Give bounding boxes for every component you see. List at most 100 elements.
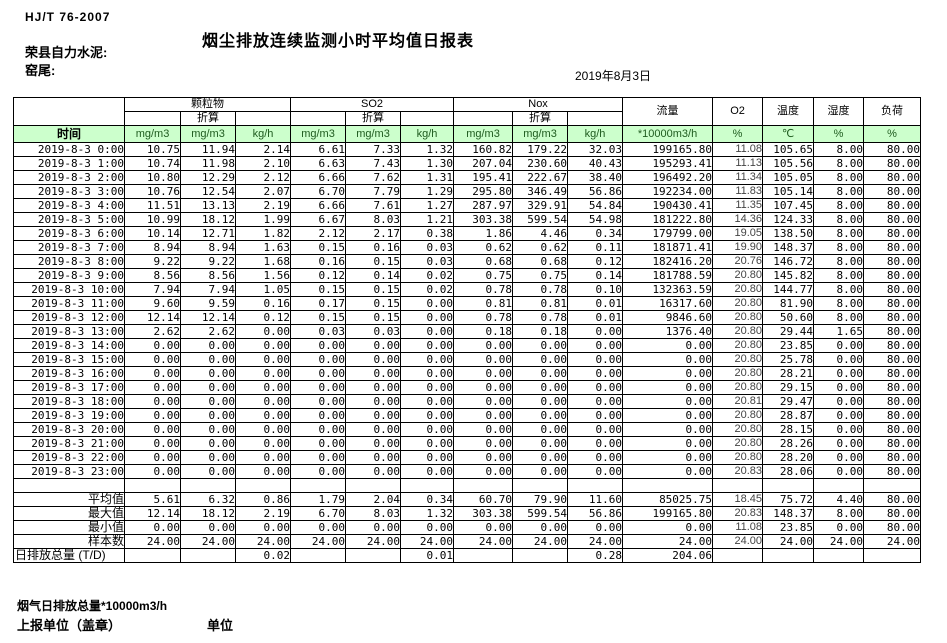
value-cell: 0.00 — [453, 436, 514, 451]
time-cell: 2019-8-3 19:00 — [13, 408, 125, 423]
value-cell: 0.00 — [400, 366, 455, 381]
value-cell: 0.00 — [290, 338, 347, 353]
value-cell: 0.10 — [567, 282, 624, 297]
value-cell: 0.00 — [622, 436, 714, 451]
value-cell: 80.00 — [863, 226, 922, 241]
value-cell: 0.00 — [400, 324, 455, 339]
value-cell: 0.00 — [345, 352, 402, 367]
header-group-row: 颗粒物 SO2 Nox 流量 O2 温度 湿度 负荷 — [13, 97, 922, 126]
time-cell: 2019-8-3 21:00 — [13, 436, 125, 451]
value-cell: 0.00 — [622, 394, 714, 409]
value-cell: 0.03 — [400, 254, 455, 269]
value-cell: 24.00 — [400, 534, 455, 549]
value-cell: 1.32 — [400, 506, 455, 521]
value-cell: 20.80 — [712, 324, 764, 339]
unit-label: 单位 — [207, 618, 234, 633]
value-cell: 0.16 — [345, 240, 402, 255]
table-row: 2019-8-3 10:00 7.94 7.94 1.05 0.15 0.15 0.02 0.… — [13, 282, 922, 297]
value-cell: 6.61 — [290, 142, 347, 157]
value-cell: 20.81 — [712, 394, 764, 409]
value-cell: 11.94 — [180, 142, 236, 157]
value-cell: 0.00 — [124, 422, 181, 437]
value-cell: 9.59 — [180, 296, 236, 311]
value-cell: 0.00 — [124, 464, 181, 479]
value-cell: 20.80 — [712, 436, 764, 451]
value-cell: 20.83 — [712, 464, 764, 479]
value-cell: 10.14 — [124, 226, 181, 241]
value-cell: 1.31 — [400, 170, 455, 185]
value-cell: 28.20 — [762, 450, 815, 465]
value-cell: 346.49 — [512, 184, 569, 199]
value-cell: 0.00 — [622, 352, 714, 367]
value-cell: 23.85 — [762, 520, 815, 535]
value-cell: 0.78 — [453, 310, 514, 325]
unit-cell: mg/m3 — [345, 125, 402, 143]
value-cell: 179799.00 — [622, 226, 714, 241]
value-cell: 4.46 — [512, 226, 569, 241]
value-cell: 0.00 — [813, 408, 865, 423]
value-cell: 24.00 — [453, 534, 514, 549]
value-cell: 230.60 — [512, 156, 569, 171]
value-cell: 8.56 — [180, 268, 236, 283]
value-cell: 0.34 — [400, 492, 455, 507]
value-cell: 16317.60 — [622, 296, 714, 311]
value-cell: 8.00 — [813, 226, 865, 241]
value-cell: 8.00 — [813, 184, 865, 199]
value-cell: 7.79 — [345, 184, 402, 199]
value-cell: 8.03 — [345, 506, 402, 521]
report-date: 2019年8月3日 — [575, 69, 652, 83]
value-cell: 1.27 — [400, 198, 455, 213]
value-cell: 0.15 — [290, 282, 347, 297]
value-cell: 0.00 — [290, 422, 347, 437]
value-cell: 80.00 — [863, 506, 922, 521]
value-cell — [124, 548, 181, 563]
value-cell: 0.78 — [453, 282, 514, 297]
value-cell: 12.14 — [124, 506, 181, 521]
unit-cell: kg/h — [234, 125, 292, 143]
time-cell: 2019-8-3 9:00 — [13, 268, 125, 283]
sub-converted-particulate: 折算 — [180, 111, 236, 126]
value-cell: 0.00 — [180, 338, 236, 353]
value-cell: 10.99 — [124, 212, 181, 227]
time-cell: 2019-8-3 22:00 — [13, 450, 125, 465]
value-cell: 148.37 — [762, 506, 815, 521]
value-cell: 80.00 — [863, 310, 922, 325]
value-cell: 0.00 — [234, 338, 292, 353]
value-cell: 11.83 — [712, 184, 764, 199]
value-cell: 80.00 — [863, 352, 922, 367]
value-cell: 5.61 — [124, 492, 181, 507]
value-cell: 0.00 — [453, 464, 514, 479]
value-cell — [180, 478, 236, 493]
value-cell: 0.68 — [453, 254, 514, 269]
value-cell: 0.00 — [567, 380, 624, 395]
value-cell — [400, 478, 455, 493]
value-cell: 0.00 — [453, 520, 514, 535]
value-cell: 80.00 — [863, 212, 922, 227]
value-cell: 0.00 — [813, 436, 865, 451]
value-cell: 0.00 — [622, 338, 714, 353]
value-cell: 2.12 — [234, 170, 292, 185]
sub-empty — [124, 111, 181, 126]
value-cell: 20.80 — [712, 366, 764, 381]
value-cell: 0.78 — [512, 310, 569, 325]
value-cell: 0.00 — [180, 520, 236, 535]
value-cell: 24.00 — [512, 534, 569, 549]
value-cell: 20.76 — [712, 254, 764, 269]
value-cell: 0.00 — [813, 394, 865, 409]
value-cell: 0.00 — [290, 464, 347, 479]
unit-cell: kg/h — [400, 125, 455, 143]
value-cell: 2.07 — [234, 184, 292, 199]
unit-cell: mg/m3 — [180, 125, 236, 143]
value-cell: 0.14 — [567, 268, 624, 283]
col-temperature: 温度 — [762, 97, 815, 126]
value-cell: 0.00 — [512, 422, 569, 437]
value-cell: 0.00 — [234, 520, 292, 535]
value-cell: 0.00 — [234, 352, 292, 367]
standard-number: HJ/T 76-2007 — [25, 10, 111, 24]
value-cell: 80.00 — [863, 408, 922, 423]
value-cell: 0.15 — [345, 296, 402, 311]
col-group-particulate: 颗粒物 — [123, 97, 292, 112]
time-cell: 2019-8-3 15:00 — [13, 352, 125, 367]
value-cell: 80.00 — [863, 198, 922, 213]
value-cell — [290, 478, 347, 493]
